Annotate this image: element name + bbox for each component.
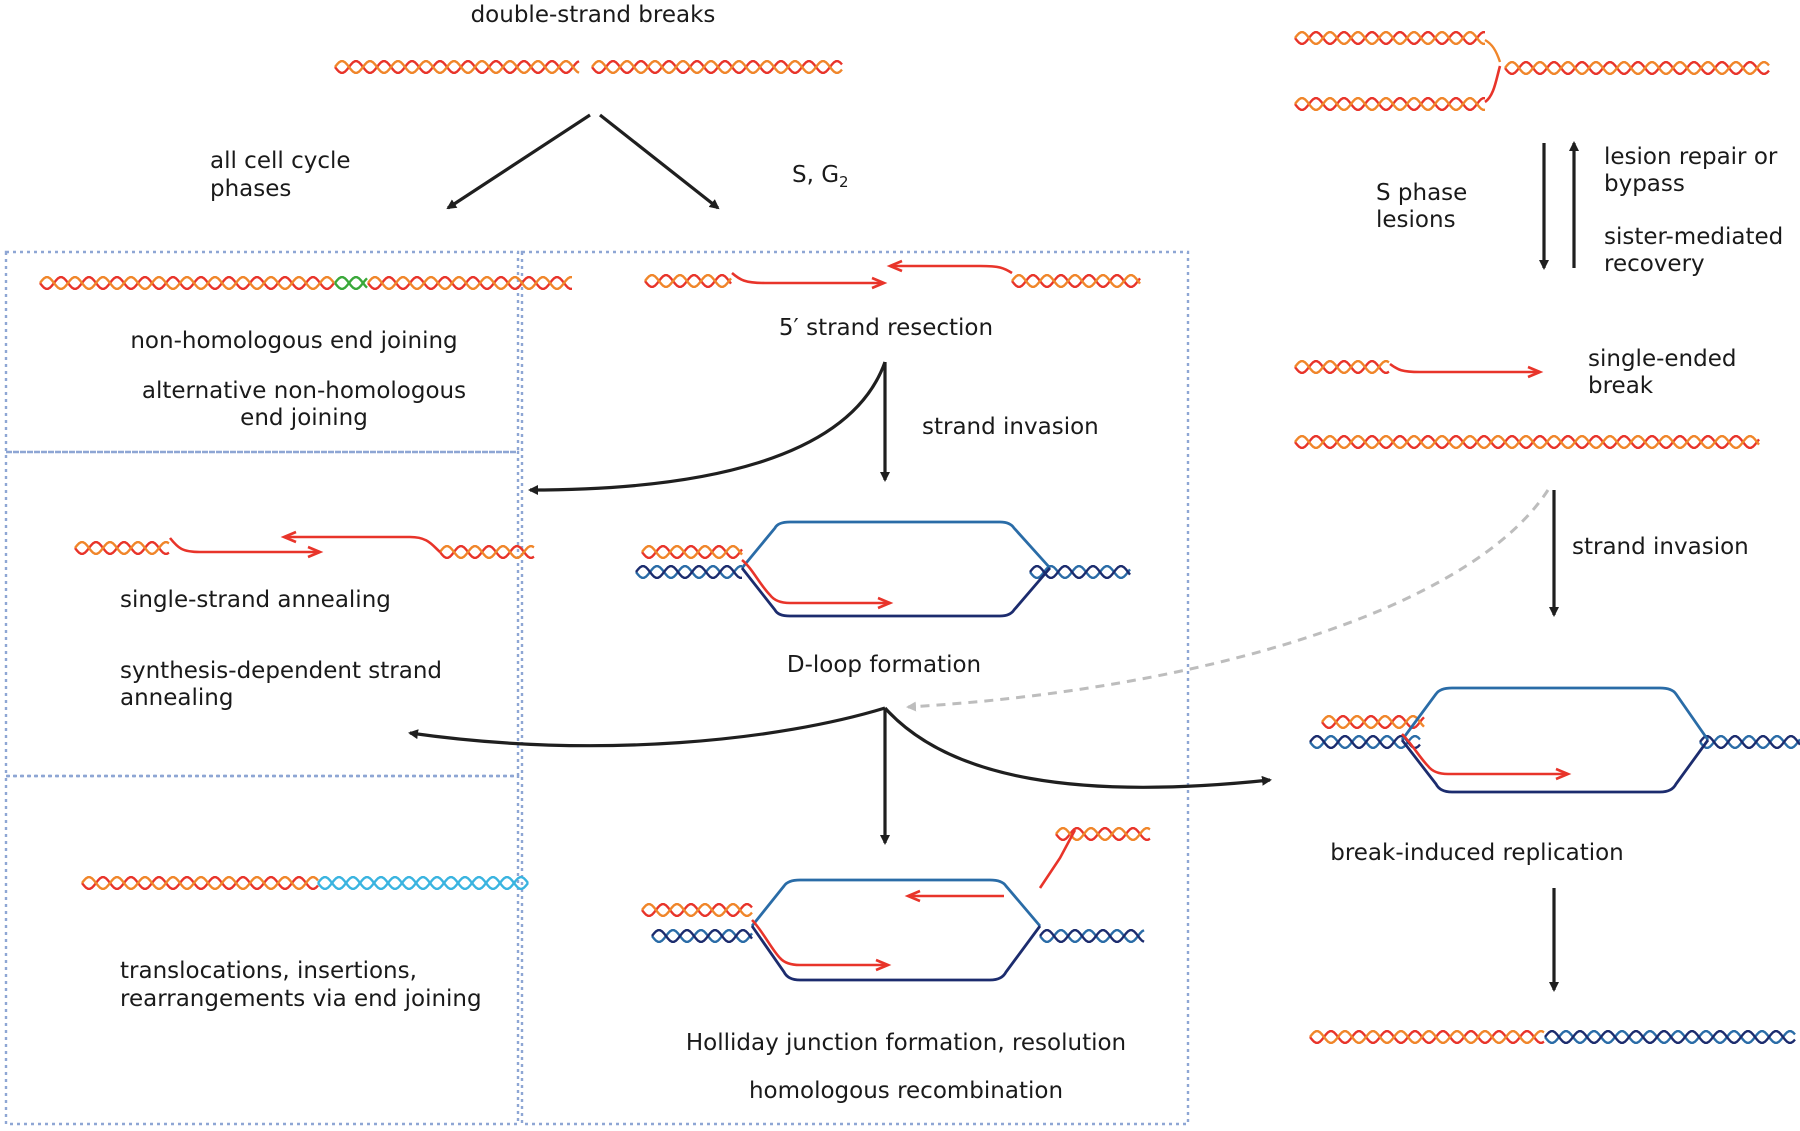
helix-ssa-right [439,545,535,559]
label-s-g2: S, G2 [792,162,849,191]
helix-transloc-red [81,876,319,890]
label-break: break [1588,373,1654,399]
helix-nhej-left [39,276,335,290]
helix-nhej-right [367,276,572,290]
label-strand-invasion-right: strand invasion [1572,534,1749,560]
helix-ssa-left [74,541,170,555]
panel-translocations [4,774,520,1126]
panel-annealing [4,450,520,778]
label-transloc-2: rearrangements via end joining [120,986,482,1012]
label-sister-mediated: sister-mediated [1604,224,1783,250]
label-ssa: single-strand annealing [120,587,391,613]
helix-dloop-red [641,545,743,559]
helix-nhej-junction [334,276,368,290]
arrow-dashed-to-dloop [906,489,1550,712]
label-nhej: non-homologous end joining [130,328,457,354]
arrow-to-end-joining [446,113,591,210]
d-loop-structure [740,520,1052,618]
label-alt-nhej-2: end joining [240,405,368,431]
helix-hj-blue-left [651,929,753,943]
label-bir: break-induced replication [1330,840,1624,866]
label-recovery: recovery [1604,251,1705,277]
helix-transloc-cyan [317,876,529,890]
label-hr: homologous recombination [749,1078,1063,1104]
helix-final-blue [1544,1030,1796,1044]
label-bypass: bypass [1604,171,1685,197]
helix-fork-right [1504,61,1770,75]
label-transloc-1: translocations, insertions, [120,958,417,984]
label-holliday: Holliday junction formation, resolution [686,1030,1126,1056]
helix-dloop-blue-left [635,565,742,579]
helix-break-left [334,60,580,74]
helix-fork-top [1294,31,1485,45]
label-sdsa-1: synthesis-dependent strand [120,658,442,684]
arrow-to-hr [599,113,720,210]
arrows [408,113,1579,992]
label-lesion-repair: lesion repair or [1604,144,1778,170]
helix-final-red [1309,1030,1545,1044]
helix-bir-red [1321,715,1425,729]
label-single-ended: single-ended [1588,346,1736,372]
single-strands [168,38,1544,559]
holliday-junction-structure [750,829,1077,982]
label-resection: 5′ strand resection [779,315,993,341]
label-double-strand-breaks: double-strand breaks [471,2,716,28]
label-lesions: lesions [1376,207,1456,233]
helix-resection-right [1011,274,1141,288]
label-alt-nhej-1: alternative non-homologous [142,378,466,404]
helix-bir-blue-right [1699,735,1800,749]
helix-hj-blue-right [1039,929,1145,943]
helix-resection-left [644,274,732,288]
helix-seb-bottom [1294,435,1760,449]
helix-fork-bottom [1294,97,1485,111]
arrow-to-bir [883,706,1272,789]
label-dloop: D-loop formation [787,652,981,678]
dna-helices [39,31,1800,1044]
label-s-phase: S phase [1376,180,1467,206]
arrow-to-sdsa [408,706,886,748]
helix-hj-red [641,903,753,917]
label-strand-invasion-mid: strand invasion [922,414,1099,440]
helix-dloop-blue-right [1029,565,1131,579]
panel-end-joining [4,250,520,454]
arrow-to-ssa [528,361,887,495]
helix-seb-top [1294,360,1390,374]
label-sdsa-2: annealing [120,685,233,711]
helix-bir-blue-left [1309,735,1421,749]
labels: double-strand breaks all cell cycle phas… [120,2,1783,1104]
label-phases: phases [210,176,291,202]
label-all-cell-cycle: all cell cycle [210,148,351,174]
bir-d-loop-structure [1400,686,1710,794]
helix-break-right [591,60,843,74]
panel-homologous-recombination [520,250,1190,1126]
